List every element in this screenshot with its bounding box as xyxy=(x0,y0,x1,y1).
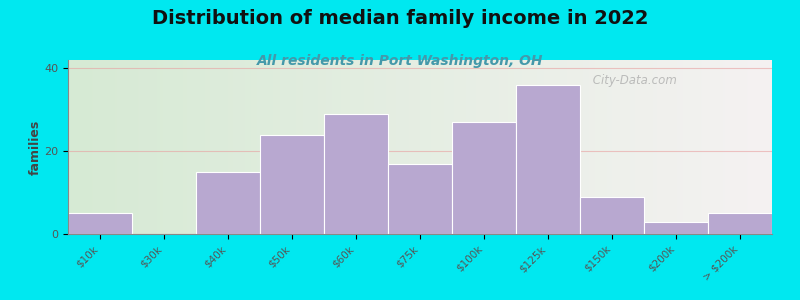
Text: All residents in Port Washington, OH: All residents in Port Washington, OH xyxy=(257,54,543,68)
Y-axis label: families: families xyxy=(28,119,42,175)
Bar xyxy=(708,213,772,234)
Text: Distribution of median family income in 2022: Distribution of median family income in … xyxy=(152,9,648,28)
Bar xyxy=(644,222,708,234)
Bar xyxy=(196,172,260,234)
Bar xyxy=(580,197,644,234)
Bar xyxy=(388,164,452,234)
Bar xyxy=(324,114,388,234)
Text: City-Data.com: City-Data.com xyxy=(589,74,677,87)
Bar xyxy=(68,213,132,234)
Bar xyxy=(260,135,324,234)
Bar xyxy=(516,85,580,234)
Bar xyxy=(452,122,516,234)
